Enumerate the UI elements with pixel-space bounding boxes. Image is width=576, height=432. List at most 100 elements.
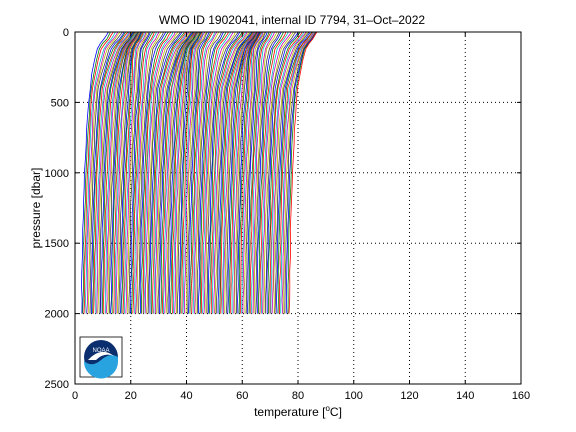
profile-line [273, 32, 308, 314]
profile-line [211, 32, 247, 314]
profile-line [97, 32, 133, 314]
profile-line [231, 32, 259, 314]
profile-line [156, 32, 192, 314]
profile-line [200, 32, 229, 314]
profile-line [122, 32, 144, 314]
profile-line [188, 32, 210, 314]
profile-line [250, 32, 273, 314]
profile-line [111, 32, 139, 314]
profile-line [238, 32, 262, 314]
profile-line [127, 32, 149, 314]
profile-line [263, 32, 295, 314]
profile-line [288, 32, 318, 314]
x-tick-label: 60 [236, 390, 248, 402]
profile-line [277, 32, 313, 314]
profile-line [213, 32, 248, 314]
profile-line [205, 32, 236, 314]
profile-line [206, 32, 239, 314]
profile-line [227, 32, 258, 314]
profile-line [266, 32, 299, 314]
profile-line [104, 32, 137, 314]
profile-line [108, 32, 139, 314]
profile-line [220, 32, 254, 314]
profile-lines [81, 32, 318, 314]
profile-line [199, 32, 227, 314]
profile-line [181, 32, 203, 314]
profile-line [157, 32, 192, 314]
x-tick-label: 40 [180, 390, 192, 402]
profile-line [276, 32, 311, 314]
profile-line [150, 32, 185, 314]
profile-line [210, 32, 245, 314]
profile-line [198, 32, 224, 314]
profile-line [239, 32, 263, 314]
profile-line [242, 32, 264, 314]
axis-ticks: 0 20 40 60 80 100 120 140 160 0 500 1000 1500 2000 250… [45, 27, 531, 402]
profile-line [95, 32, 130, 314]
x-tick-label: 160 [512, 390, 530, 402]
profile-line [233, 32, 259, 314]
profile-line [214, 32, 250, 314]
chart-title: WMO ID 1902041, internal ID 7794, 31–Oct… [159, 13, 425, 27]
profile-line [268, 32, 301, 314]
x-tick-label: 100 [345, 390, 363, 402]
y-tick-label: 2000 [45, 309, 69, 321]
profile-line [219, 32, 254, 314]
x-tick-label: 0 [72, 390, 78, 402]
profile-line [237, 32, 261, 314]
profile-line [246, 32, 268, 314]
profile-line [100, 32, 135, 314]
profile-line [264, 32, 297, 314]
profile-line [230, 32, 259, 314]
profile-line [195, 32, 220, 314]
profile-line [221, 32, 255, 314]
profile-line [139, 32, 167, 314]
profile-line [99, 32, 134, 314]
profile-line [270, 32, 305, 314]
y-tick-label: 1500 [45, 238, 69, 250]
profile-line [194, 32, 218, 314]
logo-bird-icon [88, 351, 114, 360]
profile-line [217, 32, 253, 314]
profile-line [141, 32, 169, 314]
noaa-logo: NOAA [79, 336, 123, 379]
profile-line [223, 32, 256, 314]
profile-line [176, 32, 201, 314]
profile-line [159, 32, 194, 314]
profile-line [88, 32, 121, 314]
profile-line [281, 32, 316, 314]
profile-line [257, 32, 284, 314]
profile-line [283, 32, 316, 314]
x-tick-label: 120 [400, 390, 418, 402]
profile-line [124, 32, 146, 314]
profile-line [173, 32, 200, 314]
profile-line [165, 32, 198, 314]
profile-line [129, 32, 151, 314]
x-axis-label-main: temperature [ [254, 405, 326, 419]
profile-line [134, 32, 158, 314]
profile-line [248, 32, 270, 314]
profile-line [259, 32, 287, 314]
profile-line [149, 32, 183, 314]
y-tick-label: 0 [63, 27, 69, 39]
profile-line [161, 32, 196, 314]
profile-line [146, 32, 179, 314]
profile-line [170, 32, 199, 314]
profile-line [241, 32, 263, 314]
profile-line [92, 32, 126, 314]
profile-line [176, 32, 200, 314]
profile-line [143, 32, 174, 314]
profile-line [260, 32, 289, 314]
profile-line [128, 32, 150, 314]
profile-line [192, 32, 216, 314]
profile-line [207, 32, 241, 314]
y-axis-label: pressure [dbar] [29, 168, 43, 249]
profile-line [117, 32, 141, 314]
profile-line [274, 32, 310, 314]
profile-line [113, 32, 140, 314]
profile-line [179, 32, 203, 314]
profile-line [278, 32, 314, 314]
y-tick-label: 2500 [45, 379, 69, 391]
profile-line [185, 32, 207, 314]
